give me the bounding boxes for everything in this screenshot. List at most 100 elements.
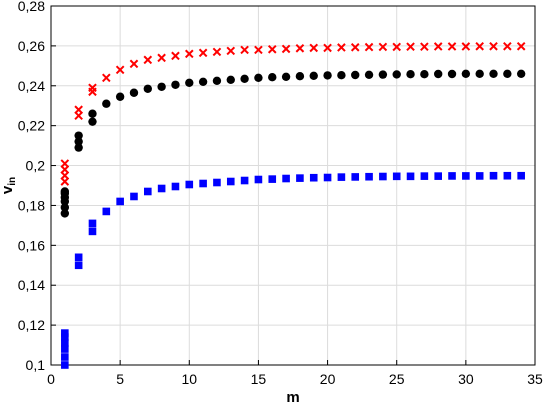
circle-marker (129, 88, 139, 97)
x-marker (60, 159, 70, 168)
x-tick-label: 10 (181, 371, 197, 387)
series-x (60, 41, 526, 186)
x-marker (198, 48, 208, 58)
x-marker (461, 42, 471, 51)
square-marker (254, 175, 263, 184)
x-tick-label: 15 (251, 371, 267, 387)
x-marker (323, 43, 332, 53)
circle-marker (171, 80, 180, 89)
circle-marker (447, 69, 457, 79)
x-marker (364, 42, 374, 52)
x-marker (184, 49, 194, 59)
square-marker (171, 182, 180, 191)
grid (51, 6, 535, 365)
square-marker (420, 172, 429, 180)
square-marker (240, 176, 249, 185)
circle-marker (420, 70, 429, 79)
circle-marker (226, 75, 235, 84)
x-marker (337, 43, 346, 52)
circle-marker (60, 209, 70, 218)
x-marker (489, 41, 498, 51)
square-marker (448, 172, 456, 180)
circle-marker (88, 109, 97, 118)
square-marker (406, 172, 415, 181)
square-marker (268, 175, 277, 183)
x-marker (157, 53, 166, 63)
y-tick-label: 0,18 (18, 197, 45, 213)
y-tick-labels: 0,1 0,12 0,14 0,16 0,18 0,2 0,22 0,24 0,26 0,28 (18, 0, 45, 373)
circle-marker (60, 187, 70, 196)
square-marker (517, 171, 525, 180)
square-marker (337, 173, 346, 181)
x-marker (281, 44, 291, 54)
square-marker (88, 219, 97, 228)
circle-marker (281, 72, 291, 82)
x-marker (475, 41, 484, 51)
x-marker (378, 42, 388, 52)
x-tick-labels: 0 5 10 15 20 25 30 35 (47, 371, 543, 387)
square-marker (351, 173, 360, 181)
circle-marker (461, 69, 471, 79)
circle-marker (88, 117, 97, 126)
square-marker (365, 172, 373, 181)
square-marker (199, 179, 207, 188)
square-marker (434, 172, 442, 180)
square-marker (489, 171, 498, 180)
square-marker (185, 180, 194, 189)
circle-marker (60, 203, 70, 212)
circle-marker (157, 82, 166, 91)
square-marker (144, 187, 152, 196)
square-marker (74, 261, 83, 270)
square-marker (226, 177, 235, 186)
y-tick-label: 0,28 (18, 0, 45, 14)
circle-marker (198, 77, 208, 86)
circle-marker (323, 71, 332, 80)
square-marker (88, 227, 97, 236)
x-tick-label: 30 (458, 371, 474, 387)
x-marker (420, 42, 429, 51)
circle-marker (240, 74, 249, 83)
x-marker (309, 43, 319, 53)
circle-marker (295, 72, 305, 81)
x-marker (392, 42, 402, 52)
square-marker (61, 361, 69, 369)
x-tick-label: 25 (389, 371, 405, 387)
y-tick-label: 0,12 (18, 317, 45, 333)
x-tick-label: 35 (527, 371, 543, 387)
x-marker (516, 41, 526, 51)
x-marker (143, 55, 153, 65)
circle-marker (309, 71, 318, 81)
circle-marker (503, 69, 512, 79)
square-marker (61, 329, 69, 337)
x-marker (406, 42, 415, 51)
data-marks (60, 41, 526, 369)
circle-marker (115, 92, 125, 101)
x-marker (267, 44, 277, 54)
x-marker (295, 43, 305, 53)
x-marker (129, 59, 139, 69)
y-axis-label-main: v (0, 185, 16, 194)
x-marker (503, 41, 512, 51)
y-tick-label: 0,16 (18, 237, 45, 253)
x-tick-label: 20 (320, 371, 336, 387)
x-marker (88, 83, 97, 93)
circle-marker (268, 73, 277, 82)
x-axis-label: m (286, 389, 299, 406)
circle-marker (351, 70, 360, 80)
square-marker (61, 339, 69, 347)
circle-marker (254, 73, 263, 83)
square-marker (379, 172, 387, 181)
square-marker (392, 172, 401, 181)
circle-marker (212, 76, 222, 85)
square-marker (74, 253, 83, 262)
y-tick-label: 0,26 (18, 38, 45, 54)
square-marker (475, 172, 484, 180)
x-marker (350, 42, 360, 52)
series-square (61, 171, 525, 369)
circle-marker (185, 78, 194, 87)
tick-marks (50, 5, 536, 366)
x-marker (240, 45, 249, 55)
x-marker (212, 47, 222, 57)
square-marker (282, 174, 290, 183)
series-circle (60, 69, 526, 218)
